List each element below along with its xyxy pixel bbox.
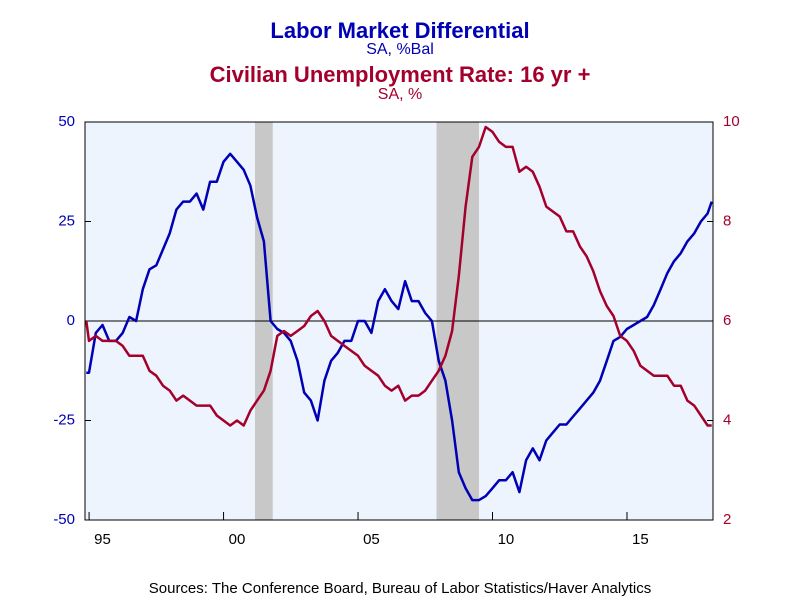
y-tick-label: 25: [58, 212, 75, 229]
series-line: [85, 125, 712, 427]
y2-tick-label: 10: [723, 113, 740, 130]
series-line: [86, 152, 713, 502]
chart-title: SA, %: [378, 86, 422, 103]
y-tick-label: 50: [58, 113, 75, 130]
plot-border: [84, 121, 714, 521]
x-tick-label: 15: [632, 531, 649, 548]
chart-title: Civilian Unemployment Rate: 16 yr +: [210, 62, 591, 87]
y-tick-label: 0: [67, 312, 75, 329]
y-tick-label: -25: [53, 411, 75, 428]
x-tick-label: 95: [94, 531, 111, 548]
x-tick-label: 00: [229, 531, 246, 548]
y2-tick-label: 4: [723, 411, 731, 428]
chart-title: Labor Market Differential: [270, 18, 529, 43]
chart-title: SA, %Bal: [366, 41, 434, 58]
y2-tick-label: 8: [723, 212, 731, 229]
x-tick-label: 05: [363, 531, 380, 548]
source: Sources: The Conference Board, Bureau of…: [149, 580, 652, 597]
y2-tick-label: 2: [723, 511, 731, 528]
y2-tick-label: 6: [723, 312, 731, 329]
x-tick-label: 10: [498, 531, 515, 548]
y-tick-label: -50: [53, 511, 75, 528]
